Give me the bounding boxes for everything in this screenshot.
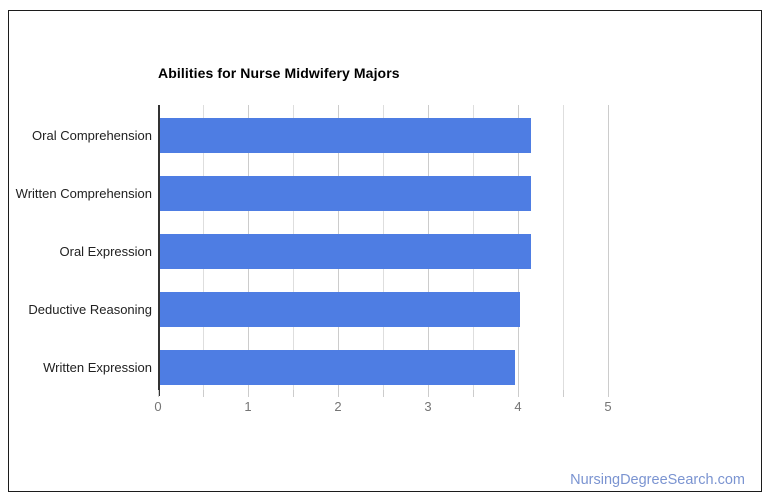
axis-tick-mark: [428, 390, 429, 397]
value-tick-label: 3: [424, 399, 432, 414]
bar: [160, 292, 520, 327]
axis-tick-mark: [158, 390, 159, 397]
bar: [160, 350, 515, 385]
value-tick-label: 5: [604, 399, 612, 414]
axis-tick-mark: [338, 390, 339, 397]
value-tick-label: 0: [154, 399, 162, 414]
category-label: Oral Comprehension: [32, 128, 152, 143]
minor-gridline: [563, 105, 564, 390]
category-label: Oral Expression: [59, 244, 152, 259]
value-tick-label: 4: [514, 399, 522, 414]
axis-tick-mark: [608, 390, 609, 397]
axis-tick-mark: [518, 390, 519, 397]
plot-area: [158, 105, 638, 397]
category-label: Written Comprehension: [15, 186, 152, 201]
chart-frame: Abilities for Nurse Midwifery Majors Ora…: [8, 10, 762, 492]
value-tick-label: 1: [244, 399, 252, 414]
axis-tick-mark: [383, 390, 384, 397]
value-tick-label: 2: [334, 399, 342, 414]
axis-tick-mark: [473, 390, 474, 397]
chart-title: Abilities for Nurse Midwifery Majors: [158, 65, 400, 81]
watermark-link[interactable]: NursingDegreeSearch.com: [570, 472, 745, 488]
axis-tick-mark: [293, 390, 294, 397]
category-label: Written Expression: [43, 360, 152, 375]
axis-tick-mark: [563, 390, 564, 397]
bar: [160, 234, 531, 269]
major-gridline: [608, 105, 609, 390]
axis-tick-mark: [203, 390, 204, 397]
axis-baseline: [158, 105, 160, 396]
bar: [160, 176, 531, 211]
category-label: Deductive Reasoning: [28, 302, 152, 317]
axis-tick-mark: [248, 390, 249, 397]
bar: [160, 118, 531, 153]
